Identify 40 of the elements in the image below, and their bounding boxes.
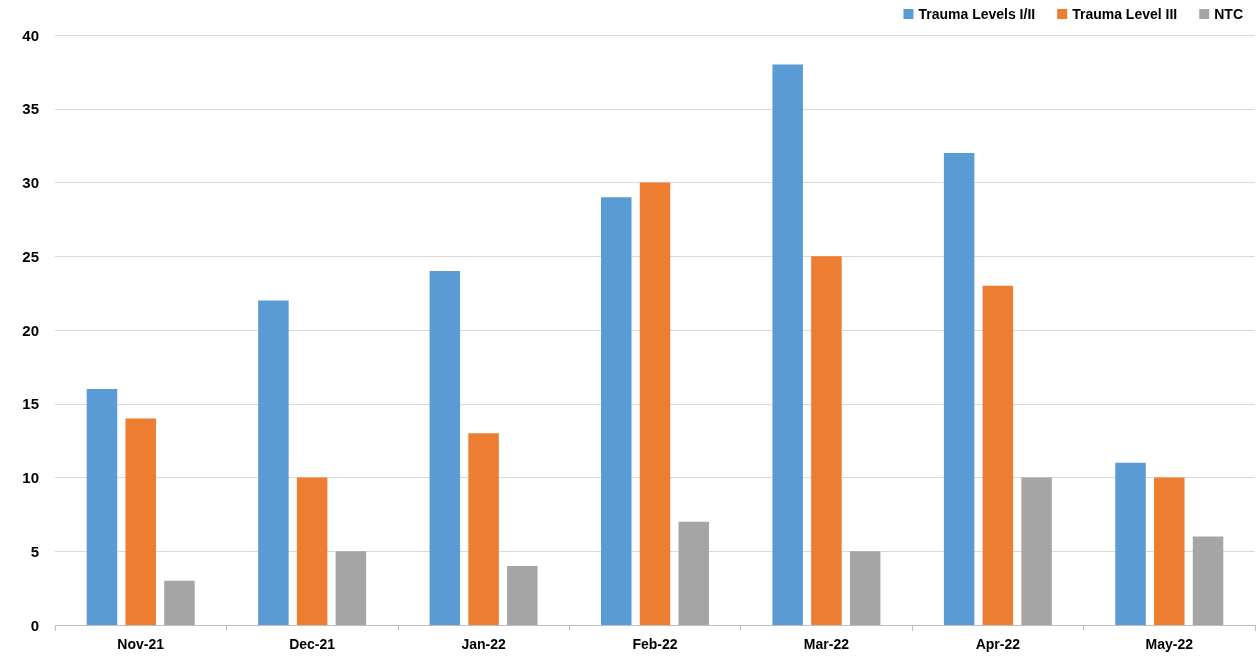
bar (335, 551, 367, 625)
bar (507, 566, 538, 625)
bar (601, 197, 632, 625)
bar (429, 271, 461, 625)
x-tick-label: Feb-22 (632, 636, 678, 652)
bar (943, 153, 975, 625)
x-tick-label: Jan-22 (461, 636, 506, 652)
bar (296, 477, 328, 625)
bar (468, 433, 499, 625)
y-tick-label: 25 (22, 247, 39, 265)
bar (86, 389, 118, 625)
x-tick-label: Apr-22 (975, 636, 1021, 652)
bar (982, 285, 1014, 625)
y-tick-label: 10 (22, 469, 39, 486)
legend-label: Trauma Level III (1072, 6, 1178, 22)
bar (1021, 477, 1052, 625)
x-tick-label: Mar-22 (803, 636, 850, 652)
y-tick-label: 30 (22, 174, 39, 191)
x-tick-label: Dec-21 (289, 636, 336, 652)
bar (258, 300, 289, 625)
bar (849, 551, 881, 625)
bar (1154, 477, 1185, 625)
bar (1115, 462, 1146, 625)
x-tick-label: Nov-21 (117, 636, 165, 652)
bar (164, 580, 195, 625)
legend-label: Trauma Levels I/II (918, 6, 1036, 22)
bar (678, 521, 709, 625)
bar (639, 182, 671, 625)
y-tick-label: 40 (22, 26, 39, 44)
y-tick-label: 5 (30, 542, 39, 560)
y-tick-label: 15 (22, 395, 39, 413)
bar (125, 418, 156, 625)
bar (1192, 536, 1224, 625)
y-tick-label: 20 (22, 321, 39, 339)
bar (811, 256, 842, 625)
y-tick-label: 35 (22, 100, 39, 118)
bar (772, 64, 803, 625)
legend-label: NTC (1214, 6, 1244, 22)
y-tick-label: 0 (30, 616, 39, 634)
x-tick-label: May-22 (1145, 636, 1194, 652)
